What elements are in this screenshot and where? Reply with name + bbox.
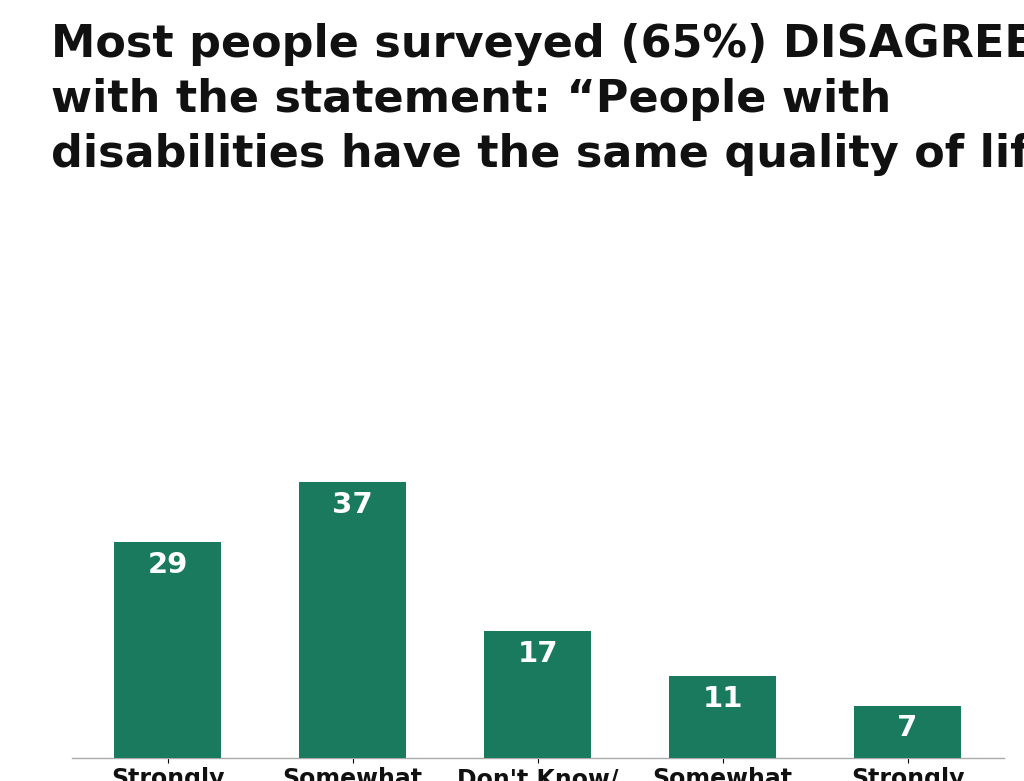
Bar <box>299 483 407 758</box>
Bar <box>114 542 221 758</box>
Text: 11: 11 <box>702 685 742 713</box>
Bar <box>854 705 962 758</box>
Text: 7: 7 <box>897 715 918 743</box>
Text: Most people surveyed (65%) DISAGREE
with the statement: “People with
disabilitie: Most people surveyed (65%) DISAGREE with… <box>51 23 1024 177</box>
Bar <box>669 676 776 758</box>
Text: 17: 17 <box>517 640 558 668</box>
Text: 37: 37 <box>332 491 373 519</box>
Bar <box>484 631 591 758</box>
Text: 29: 29 <box>147 551 187 579</box>
